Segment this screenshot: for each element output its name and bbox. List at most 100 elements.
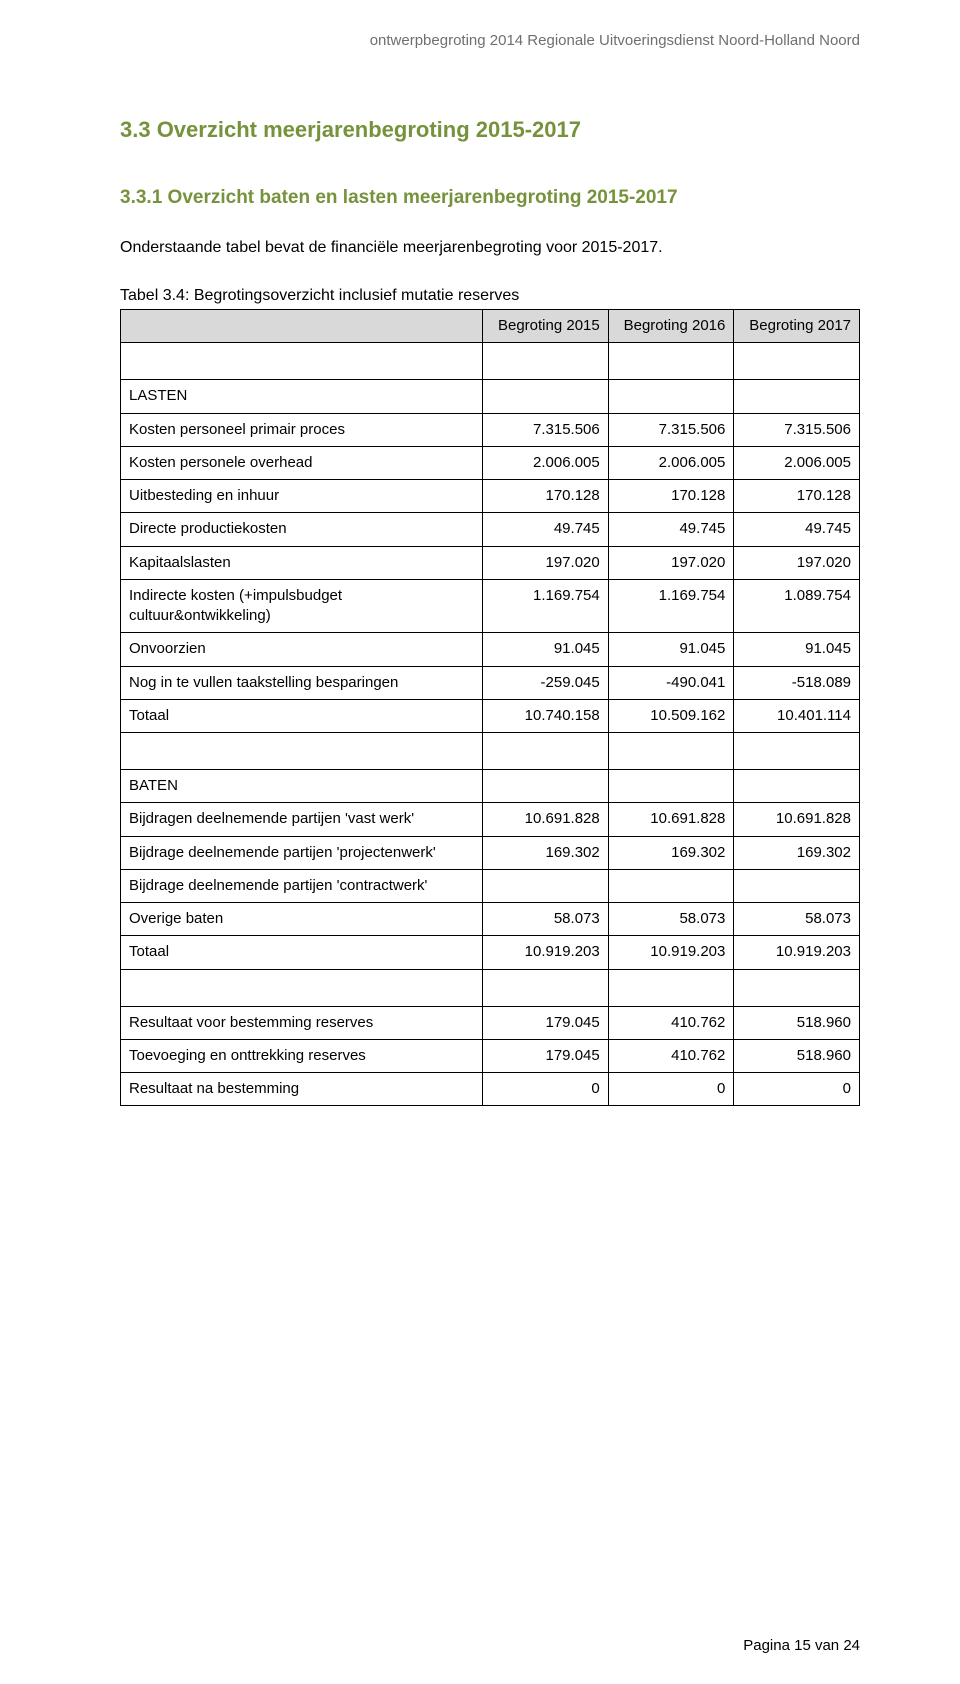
row-value: 91.045 xyxy=(734,633,860,666)
row-value: 91.045 xyxy=(483,633,609,666)
table-row: Bijdrage deelnemende partijen 'projecten… xyxy=(121,836,860,869)
row-value: 49.745 xyxy=(608,513,734,546)
row-value: 7.315.506 xyxy=(483,413,609,446)
row-value: 1.169.754 xyxy=(483,579,609,633)
row-value xyxy=(608,869,734,902)
table-row: Bijdrage deelnemende partijen 'contractw… xyxy=(121,869,860,902)
row-value: 410.762 xyxy=(608,1039,734,1072)
col-blank xyxy=(121,310,483,343)
row-value xyxy=(483,869,609,902)
table-header-row: Begroting 2015 Begroting 2016 Begroting … xyxy=(121,310,860,343)
intro-paragraph: Onderstaande tabel bevat de financiële m… xyxy=(120,239,860,257)
row-value: 91.045 xyxy=(608,633,734,666)
row-label: Bijdragen deelnemende partijen 'vast wer… xyxy=(121,803,483,836)
col-2015: Begroting 2015 xyxy=(483,310,609,343)
row-value: 7.315.506 xyxy=(734,413,860,446)
row-value: 10.740.158 xyxy=(483,699,609,732)
row-value: 170.128 xyxy=(734,480,860,513)
table-row: Overige baten 58.073 58.073 58.073 xyxy=(121,903,860,936)
table-row: Directe productiekosten 49.745 49.745 49… xyxy=(121,513,860,546)
row-label: Bijdrage deelnemende partijen 'projecten… xyxy=(121,836,483,869)
running-header: ontwerpbegroting 2014 Regionale Uitvoeri… xyxy=(120,32,860,49)
subsection-heading: 3.3.1 Overzicht baten en lasten meerjare… xyxy=(120,187,860,209)
row-value: 170.128 xyxy=(608,480,734,513)
row-value: 58.073 xyxy=(483,903,609,936)
baten-header: BATEN xyxy=(121,770,483,803)
row-label: Toevoeging en onttrekking reserves xyxy=(121,1039,483,1072)
table-row: Toevoeging en onttrekking reserves 179.0… xyxy=(121,1039,860,1072)
row-value: 197.020 xyxy=(734,546,860,579)
row-value: 0 xyxy=(734,1073,860,1106)
row-label: Directe productiekosten xyxy=(121,513,483,546)
row-label: Overige baten xyxy=(121,903,483,936)
row-value: 10.919.203 xyxy=(734,936,860,969)
table-row: Kapitaalslasten 197.020 197.020 197.020 xyxy=(121,546,860,579)
table-row: Bijdragen deelnemende partijen 'vast wer… xyxy=(121,803,860,836)
section-heading: 3.3 Overzicht meerjarenbegroting 2015-20… xyxy=(120,117,860,143)
row-label: Kosten personele overhead xyxy=(121,446,483,479)
row-label: Nog in te vullen taakstelling besparinge… xyxy=(121,666,483,699)
row-value: 518.960 xyxy=(734,1006,860,1039)
row-value: 179.045 xyxy=(483,1039,609,1072)
table-row: Onvoorzien 91.045 91.045 91.045 xyxy=(121,633,860,666)
row-value: 58.073 xyxy=(734,903,860,936)
row-label: Resultaat na bestemming xyxy=(121,1073,483,1106)
row-value: 169.302 xyxy=(608,836,734,869)
row-value: 2.006.005 xyxy=(483,446,609,479)
row-value: 518.960 xyxy=(734,1039,860,1072)
row-label: Resultaat voor bestemming reserves xyxy=(121,1006,483,1039)
table-section-header: BATEN xyxy=(121,770,860,803)
lasten-header: LASTEN xyxy=(121,380,483,413)
table-row: Kosten personeel primair proces 7.315.50… xyxy=(121,413,860,446)
row-label: Uitbesteding en inhuur xyxy=(121,480,483,513)
row-label: Totaal xyxy=(121,699,483,732)
row-value: 197.020 xyxy=(608,546,734,579)
row-value: 1.169.754 xyxy=(608,579,734,633)
table-section-header: LASTEN xyxy=(121,380,860,413)
page-footer: Pagina 15 van 24 xyxy=(743,1637,860,1654)
row-value: 169.302 xyxy=(483,836,609,869)
table-row: Totaal 10.919.203 10.919.203 10.919.203 xyxy=(121,936,860,969)
row-value: 49.745 xyxy=(483,513,609,546)
row-label: Kapitaalslasten xyxy=(121,546,483,579)
row-value: 10.691.828 xyxy=(608,803,734,836)
row-value: 169.302 xyxy=(734,836,860,869)
row-value: 197.020 xyxy=(483,546,609,579)
table-row: Kosten personele overhead 2.006.005 2.00… xyxy=(121,446,860,479)
row-value: 49.745 xyxy=(734,513,860,546)
row-label: Indirecte kosten (+impulsbudget cultuur&… xyxy=(121,579,483,633)
table-spacer xyxy=(121,343,860,380)
row-value: 58.073 xyxy=(608,903,734,936)
row-value: 10.919.203 xyxy=(483,936,609,969)
row-label: Kosten personeel primair proces xyxy=(121,413,483,446)
row-value: 10.509.162 xyxy=(608,699,734,732)
table-row: Totaal 10.740.158 10.509.162 10.401.114 xyxy=(121,699,860,732)
row-value: 2.006.005 xyxy=(608,446,734,479)
table-row: Resultaat voor bestemming reserves 179.0… xyxy=(121,1006,860,1039)
table-caption: Tabel 3.4: Begrotingsoverzicht inclusief… xyxy=(120,287,860,305)
budget-table: Begroting 2015 Begroting 2016 Begroting … xyxy=(120,309,860,1106)
row-value xyxy=(734,869,860,902)
table-row: Nog in te vullen taakstelling besparinge… xyxy=(121,666,860,699)
table-spacer xyxy=(121,733,860,770)
table-row: Indirecte kosten (+impulsbudget cultuur&… xyxy=(121,579,860,633)
row-value: 2.006.005 xyxy=(734,446,860,479)
table-spacer xyxy=(121,969,860,1006)
row-value: -490.041 xyxy=(608,666,734,699)
table-row: Resultaat na bestemming 0 0 0 xyxy=(121,1073,860,1106)
row-value: 10.401.114 xyxy=(734,699,860,732)
row-label: Onvoorzien xyxy=(121,633,483,666)
row-label: Totaal xyxy=(121,936,483,969)
row-value: 7.315.506 xyxy=(608,413,734,446)
row-value: 10.919.203 xyxy=(608,936,734,969)
row-value: 1.089.754 xyxy=(734,579,860,633)
row-value: -259.045 xyxy=(483,666,609,699)
page: ontwerpbegroting 2014 Regionale Uitvoeri… xyxy=(0,0,960,1684)
row-value: 0 xyxy=(483,1073,609,1106)
table-row: Uitbesteding en inhuur 170.128 170.128 1… xyxy=(121,480,860,513)
row-value: 0 xyxy=(608,1073,734,1106)
row-value: 179.045 xyxy=(483,1006,609,1039)
row-value: 10.691.828 xyxy=(734,803,860,836)
row-label: Bijdrage deelnemende partijen 'contractw… xyxy=(121,869,483,902)
row-value: 10.691.828 xyxy=(483,803,609,836)
